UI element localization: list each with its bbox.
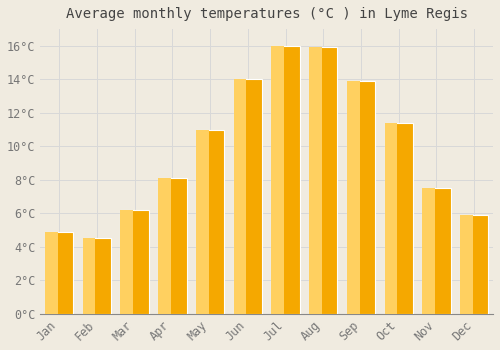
Bar (460, 215, 473, 314)
Bar (460, 215, 488, 314)
Bar (45, 232, 58, 314)
Bar (45, 232, 74, 314)
Bar (347, 81, 375, 314)
Bar (384, 123, 398, 314)
Bar (347, 81, 360, 314)
Bar (83, 238, 96, 314)
Bar (422, 188, 450, 314)
Bar (272, 46, 284, 314)
Bar (196, 130, 208, 314)
Bar (234, 79, 262, 314)
Bar (234, 79, 246, 314)
Title: Average monthly temperatures (°C ) in Lyme Regis: Average monthly temperatures (°C ) in Ly… (66, 7, 468, 21)
Bar (158, 178, 186, 314)
Bar (422, 188, 435, 314)
Bar (384, 123, 413, 314)
Bar (309, 48, 322, 314)
Bar (83, 238, 111, 314)
Bar (309, 48, 338, 314)
Bar (120, 210, 149, 314)
Bar (272, 46, 299, 314)
Bar (158, 178, 171, 314)
Bar (196, 130, 224, 314)
Bar (120, 210, 133, 314)
